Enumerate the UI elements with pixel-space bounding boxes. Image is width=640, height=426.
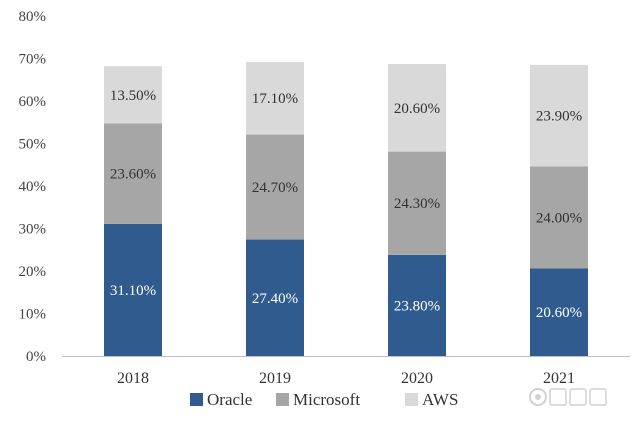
watermark [529, 388, 607, 406]
legend: Oracle Microsoft AWS [190, 390, 458, 409]
bar-segment-oracle [530, 268, 588, 356]
data-label: 20.60% [394, 101, 440, 117]
data-label: 17.10% [252, 91, 298, 107]
y-tick-label: 80% [19, 9, 47, 25]
bar-stack-2021: 20.60% 24.00% 23.90% [530, 64, 588, 356]
watermark-glyph [549, 388, 567, 406]
data-label: 24.30% [394, 196, 440, 212]
y-tick-label: 10% [19, 307, 47, 323]
bar-segment-aws [530, 64, 588, 167]
data-label: 20.60% [536, 305, 582, 321]
legend-swatch-aws [405, 393, 418, 406]
x-tick-label: 2020 [401, 370, 433, 387]
legend-swatch-microsoft [276, 393, 289, 406]
x-tick-label: 2018 [117, 370, 149, 387]
data-label: 23.80% [394, 298, 440, 314]
watermark-logo-icon [529, 388, 547, 406]
bar-segment-microsoft [104, 123, 162, 224]
bar-segment-oracle [104, 223, 162, 356]
bar-segment-aws [388, 64, 446, 152]
y-axis: 0% 10% 20% 30% 40% 50% 60% 70% 80% [19, 9, 47, 365]
bar-segment-microsoft [388, 151, 446, 255]
x-axis: 2018 2019 2020 2021 [62, 356, 630, 387]
data-label: 23.60% [110, 167, 156, 183]
data-label: 13.50% [110, 88, 156, 104]
bar-segment-microsoft [530, 166, 588, 269]
y-tick-label: 0% [26, 349, 46, 365]
legend-swatch-oracle [190, 393, 203, 406]
legend-label: Microsoft [293, 390, 360, 409]
bar-segment-oracle [246, 239, 304, 356]
bar-segment-aws [104, 66, 162, 124]
bar-stack-2019: 27.40% 24.70% 17.10% [246, 61, 304, 356]
data-label: 31.10% [110, 283, 156, 299]
legend-label: Oracle [207, 390, 252, 409]
bar-segment-oracle [388, 254, 446, 356]
data-label: 24.70% [252, 180, 298, 196]
bar-stack-2020: 23.80% 24.30% 20.60% [388, 64, 446, 356]
watermark-logo-dot [535, 394, 541, 400]
y-tick-label: 20% [19, 264, 47, 280]
watermark-glyph [589, 388, 607, 406]
y-tick-label: 40% [19, 179, 47, 195]
x-tick-label: 2019 [259, 370, 291, 387]
data-label: 24.00% [536, 210, 582, 226]
data-label: 27.40% [252, 291, 298, 307]
bars: 31.10% 23.60% 13.50% 27.40% 24.70% 17.10% 23.8… [104, 61, 588, 356]
data-label: 23.90% [536, 109, 582, 125]
y-tick-label: 60% [19, 94, 47, 110]
bar-segment-microsoft [246, 134, 304, 240]
bar-segment-aws [246, 61, 304, 135]
legend-label: AWS [422, 390, 458, 409]
watermark-glyph [569, 388, 587, 406]
y-tick-label: 70% [19, 52, 47, 68]
x-tick-label: 2021 [543, 370, 575, 387]
y-tick-label: 30% [19, 222, 47, 238]
y-tick-label: 50% [19, 137, 47, 153]
bar-stack-2018: 31.10% 23.60% 13.50% [104, 66, 162, 356]
